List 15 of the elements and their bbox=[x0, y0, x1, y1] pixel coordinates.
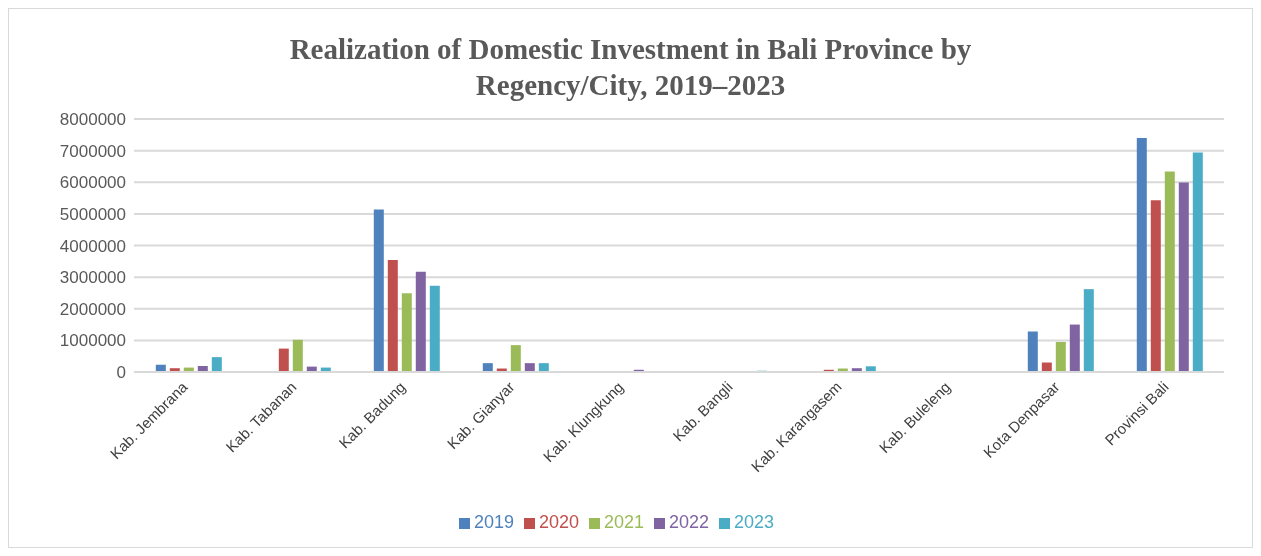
y-tick-label: 7000000 bbox=[59, 141, 126, 161]
legend-label: 2022 bbox=[669, 512, 710, 532]
y-tick-label: 1000000 bbox=[59, 331, 126, 351]
y-tick-label: 4000000 bbox=[59, 236, 126, 256]
y-tick-label: 2000000 bbox=[59, 299, 126, 319]
chart-title: Realization of Domestic Investment in Bali Province by Regency/City, 2019–2023 bbox=[288, 32, 973, 103]
y-tick-label: 0 bbox=[116, 363, 126, 383]
legend-label: 2019 bbox=[473, 512, 514, 532]
y-tick-label: 5000000 bbox=[59, 204, 126, 224]
legend-label: 2020 bbox=[538, 512, 579, 532]
legend-label: 2021 bbox=[603, 512, 645, 532]
y-tick-label: 3000000 bbox=[59, 268, 126, 288]
y-tick-label: 6000000 bbox=[59, 173, 126, 193]
y-tick-label: 8000000 bbox=[59, 110, 126, 130]
legend-label: 2023 bbox=[734, 512, 775, 532]
